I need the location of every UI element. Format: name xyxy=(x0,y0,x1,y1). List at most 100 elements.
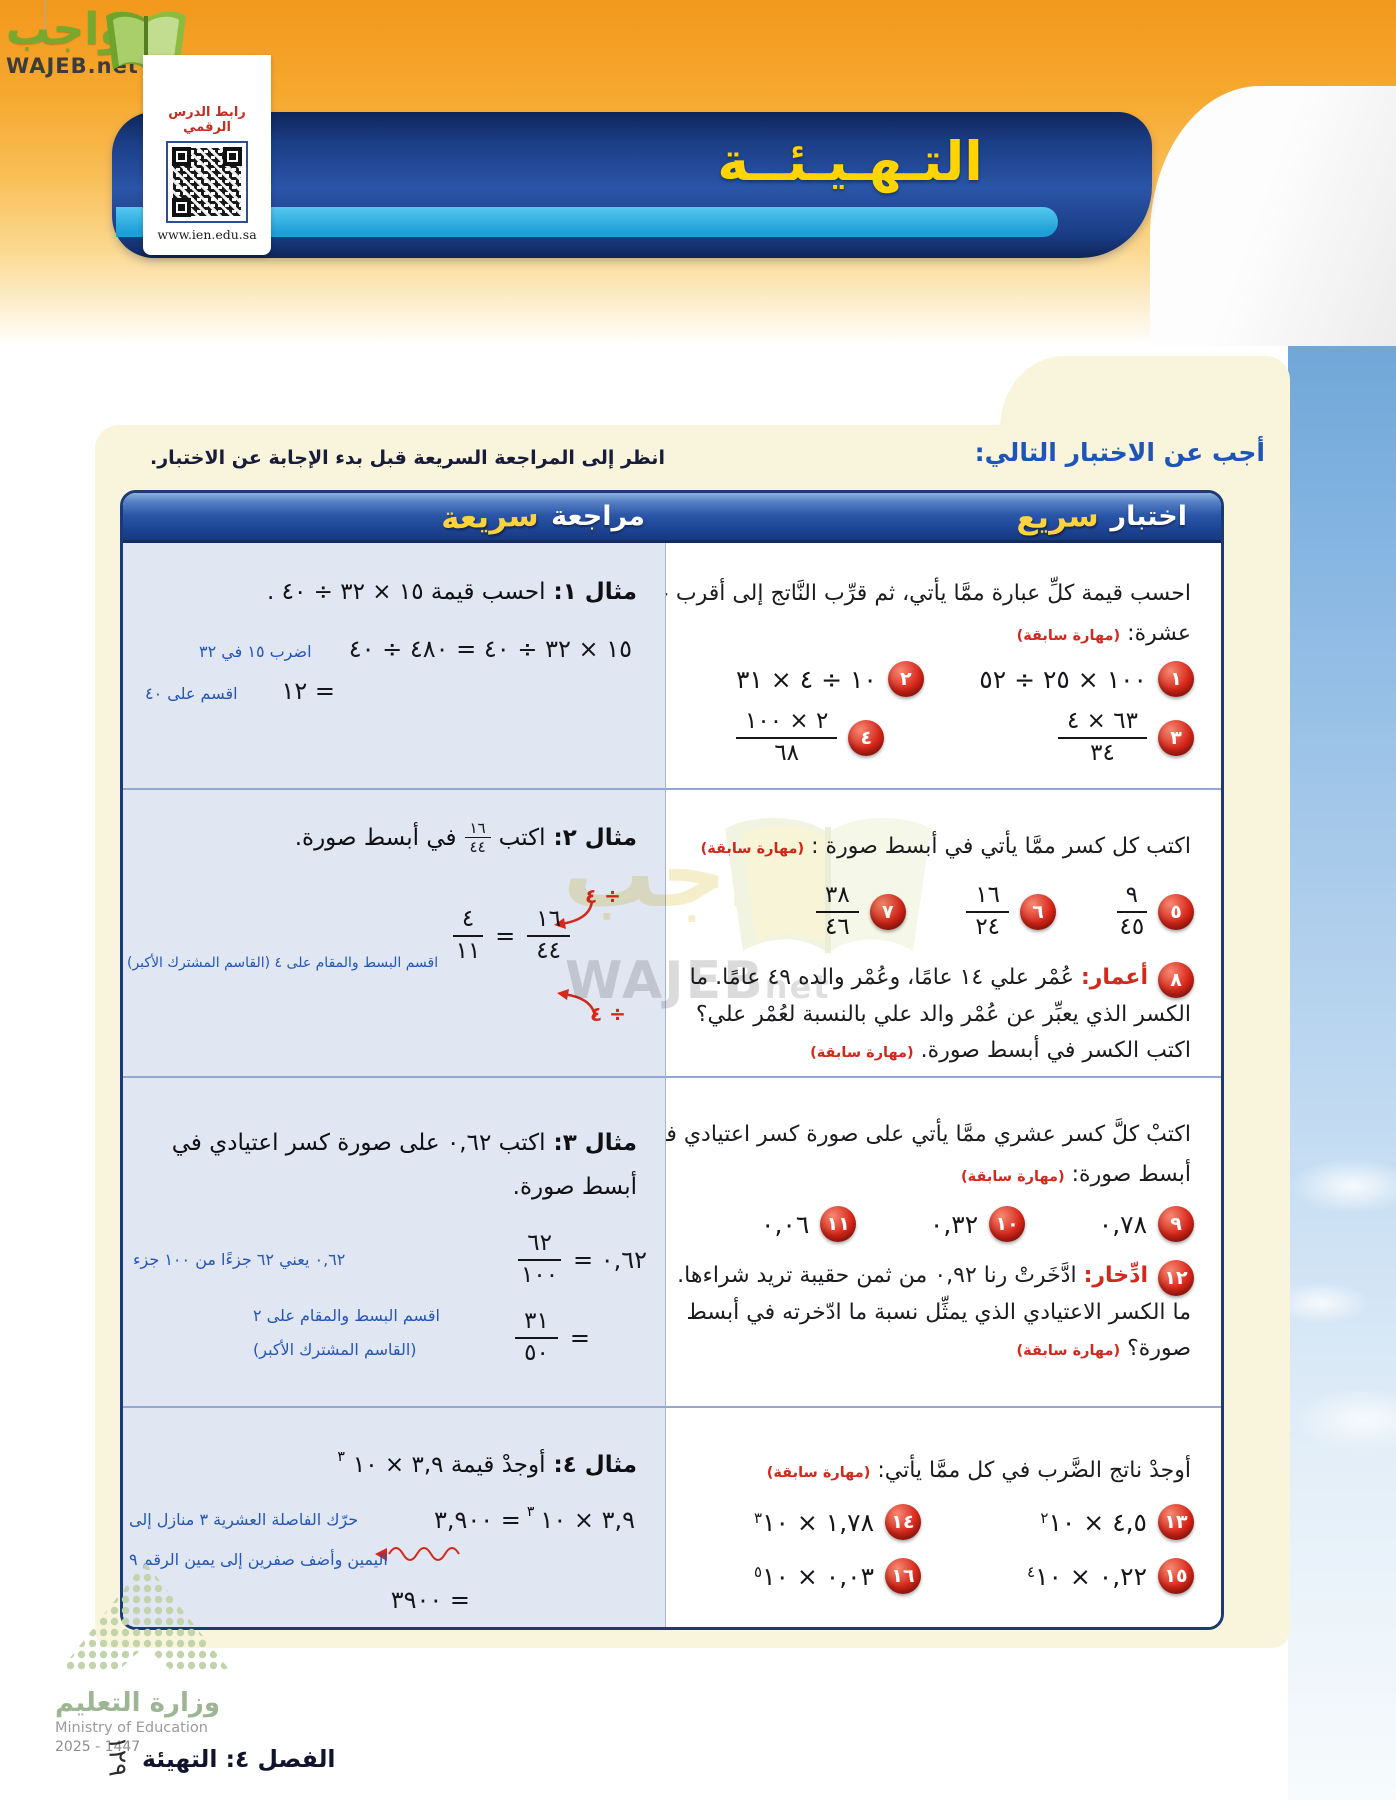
expression-exponent: ٣ xyxy=(337,1449,345,1465)
ministry-logo: وزارة التعليم Ministry of Education 2025… xyxy=(55,1562,255,1755)
example-prompt: أبسط صورة. xyxy=(512,1174,637,1200)
review-header-accent: سريعة xyxy=(440,496,540,537)
problem-5: ٥ ٩ ٤٥ xyxy=(1116,882,1194,941)
review-example-4: مثال ٤: أوجدْ قيمة ٣,٩ × ١٠ ٣ ٣,٩ × ١٠ ٣… xyxy=(123,1408,665,1627)
fraction-numerator: ٦٣ × ٤ xyxy=(1058,708,1147,739)
fraction-denominator: ١٠٠ xyxy=(521,1261,559,1288)
problem-number-badge: ١٢ xyxy=(1158,1260,1194,1296)
qr-url[interactable]: www.ien.edu.sa xyxy=(157,227,257,242)
fraction-denominator: ١١ xyxy=(455,937,481,964)
problem-3: ٣ ٦٣ × ٤ ٣٤ xyxy=(1058,708,1194,767)
problem-number-badge: ١١ xyxy=(820,1206,857,1242)
fraction: ٢ × ١٠٠ ٦٨ xyxy=(736,708,838,767)
fraction-denominator: ٢٤ xyxy=(975,913,1001,940)
example-step: ١٥ × ٣٢ ÷ ٤٠ = ٤٨٠ ÷ ٤٠ xyxy=(348,635,632,663)
decimal-shift-squiggle-icon xyxy=(375,1547,460,1561)
example4-heading: مثال ٤: أوجدْ قيمة ٣,٩ × ١٠ ٣ xyxy=(337,1449,637,1478)
skill-tag: (مهارة سابقة) xyxy=(961,1169,1065,1185)
qr-code[interactable] xyxy=(166,141,248,223)
problem-lead: أعمار: xyxy=(1080,965,1148,990)
problem-text: اكتب الكسر في أبسط صورة. xyxy=(920,1038,1191,1063)
problem-7: ٧ ٣٨ ٤٦ xyxy=(816,882,906,941)
wajeb-logo[interactable]: واجب WAJEB.net xyxy=(6,8,186,78)
qr-finder-icon xyxy=(172,198,191,217)
example-prompt: في أبسط صورة. xyxy=(294,824,457,851)
example1-step1-row: ١٥ × ٣٢ ÷ ٤٠ = ٤٨٠ ÷ ٤٠ اضرب ١٥ في ٣٢ xyxy=(199,635,632,663)
s1-intro-line1: احسب قيمة كلِّ عبارة ممَّا يأتي، ثم قرِّ… xyxy=(666,581,1191,606)
qr-label: رابط الدرس الرقمي xyxy=(168,105,246,135)
example-prompt: أوجدْ قيمة ٣,٩ × ١٠ xyxy=(352,1452,546,1478)
fraction-numerator: ٦٢ xyxy=(518,1230,561,1261)
problem-number-badge: ٧ xyxy=(869,893,906,930)
problem-11: ١١ ٠,٠٦ xyxy=(761,1206,857,1242)
example1-step2-row: = ١٢ اقسم على ٤٠ xyxy=(145,677,335,705)
s4-problems-row1: ١٣ ٤,٥ × ١٠٢ ١٤ ١,٧٨ × ١٠٣ xyxy=(754,1504,1194,1540)
problem-number-badge: ٦ xyxy=(1020,893,1057,930)
expression-exponent: ٤ xyxy=(1027,1562,1036,1581)
example-step: = ١٢ xyxy=(281,677,335,705)
skill-tag: (مهارة سابقة) xyxy=(1016,628,1121,644)
problem-16: ١٦ ٠,٠٣ × ١٠٥ xyxy=(754,1558,921,1594)
problem-number-badge: ١٥ xyxy=(1158,1558,1194,1594)
crop-mark xyxy=(0,45,45,46)
fraction-numerator: ٩ xyxy=(1116,882,1147,913)
problem-expression: ١٠٠ × ٢٥ ÷ ٥٢ xyxy=(979,664,1147,694)
example-title: مثال ٣: xyxy=(553,1130,637,1156)
review-example-3: مثال ٣: اكتب ٠,٦٢ على صورة كسر اعتيادي ف… xyxy=(123,1078,665,1408)
instruction-look: انظر إلى المراجعة السريعة قبل بدء الإجاب… xyxy=(150,447,665,469)
instruction-answer: أجب عن الاختبار التالي: xyxy=(974,438,1265,467)
fraction-denominator: ٤٤ xyxy=(536,937,561,964)
fraction: ٤ ١١ xyxy=(452,906,484,965)
example-prompt: احسب قيمة ١٥ × ٣٢ ÷ ٤٠ . xyxy=(267,579,546,605)
fraction-numerator: ١٦ xyxy=(464,820,491,838)
problem-expression: ١,٧٨ × ١٠٣ xyxy=(754,1508,874,1537)
banner-cyan-stripe xyxy=(116,207,1058,237)
fraction: ١٦ ٤٤ xyxy=(464,820,491,856)
example3-step1: ٠,٦٢ = ٦٢ ١٠٠ xyxy=(518,1230,647,1289)
step-note: ٠,٦٢ يعني ٦٢ جزءًا من ١٠٠ جزء xyxy=(133,1250,346,1269)
s4-intro-text: أوجدْ ناتج الضَّرب في كل ممَّا يأتي: xyxy=(877,1458,1191,1483)
expression-exponent: ٢ xyxy=(1040,1508,1049,1527)
fraction-numerator: ١٦ xyxy=(966,882,1010,913)
problem-number-badge: ٤ xyxy=(848,719,885,756)
problem-4: ٤ ٢ × ١٠٠ ٦٨ xyxy=(736,708,885,767)
quiz-section-1: احسب قيمة كلِّ عبارة ممَّا يأتي، ثم قرِّ… xyxy=(665,543,1221,790)
ministry-name-arabic: وزارة التعليم xyxy=(55,1688,220,1718)
problem-expression: ٤,٥ × ١٠٢ xyxy=(1040,1508,1147,1537)
step-note: اضرب ١٥ في ٣٢ xyxy=(199,642,312,661)
ministry-name-english: Ministry of Education xyxy=(55,1720,208,1736)
problem-number-badge: ٣ xyxy=(1158,719,1194,756)
decimal-value: ٠,٧٨ xyxy=(1098,1209,1147,1239)
problem-expression: ٠,٢٢ × ١٠٤ xyxy=(1027,1562,1147,1591)
fraction-denominator: ٤٥ xyxy=(1119,913,1145,940)
s3-intro-line1: اكتبْ كلَّ كسر عشري ممَّا يأتي على صورة … xyxy=(665,1122,1191,1147)
step-note: (القاسم المشترك الأكبر) xyxy=(253,1340,417,1359)
fraction: ٣٨ ٤٦ xyxy=(816,882,859,941)
fraction: ٩ ٤٥ xyxy=(1116,882,1147,941)
problem-number-badge: ١٣ xyxy=(1158,1504,1194,1540)
fraction: ٦٢ ١٠٠ xyxy=(518,1230,561,1289)
problem-number-badge: ١٤ xyxy=(885,1504,921,1540)
fraction-denominator: ٤٤ xyxy=(469,837,486,856)
problem-text: صورة؟ xyxy=(1127,1336,1191,1361)
edition-years: 2025 - 1447 xyxy=(55,1739,141,1755)
equals-sign: = xyxy=(495,921,516,950)
example-title: مثال ٢: xyxy=(553,824,637,851)
problem-2: ٢ ١٠ ÷ ٤ × ٣١ xyxy=(736,661,924,697)
fraction-numerator: ٤ xyxy=(452,906,484,937)
expression-base: ٤,٥ × ١٠ xyxy=(1048,1507,1147,1537)
problem-9: ٩ ٠,٧٨ xyxy=(1099,1206,1194,1242)
problem-1: ١ ١٠٠ × ٢٥ ÷ ٥٢ xyxy=(979,661,1194,697)
problem-number-badge: ٥ xyxy=(1158,893,1194,930)
qr-finder-icon xyxy=(223,147,242,166)
curved-arrow-icon xyxy=(554,900,594,929)
problem-expression: ١٠ ÷ ٤ × ٣١ xyxy=(736,664,877,694)
example3-heading-line1: مثال ٣: اكتب ٠,٦٢ على صورة كسر اعتيادي ف… xyxy=(172,1130,637,1156)
quiz-review-box: اختبار سريع مراجعة سريعة احسب قيمة كلِّ … xyxy=(120,490,1224,1630)
problem-8: ٨ أعمار: عُمْر علي ١٤ عامًا، وعُمْر والد… xyxy=(681,962,1194,998)
example-prompt: اكتب ٠,٦٢ على صورة كسر اعتيادي في xyxy=(171,1130,546,1156)
problem-expression: ٠,٠٣ × ١٠٥ xyxy=(754,1562,874,1591)
decimal-value: ٠,٠٦ xyxy=(761,1209,810,1239)
chapter-footer: الفصل ٤: التهيئة xyxy=(142,1745,336,1773)
header-swoosh xyxy=(1150,86,1396,346)
